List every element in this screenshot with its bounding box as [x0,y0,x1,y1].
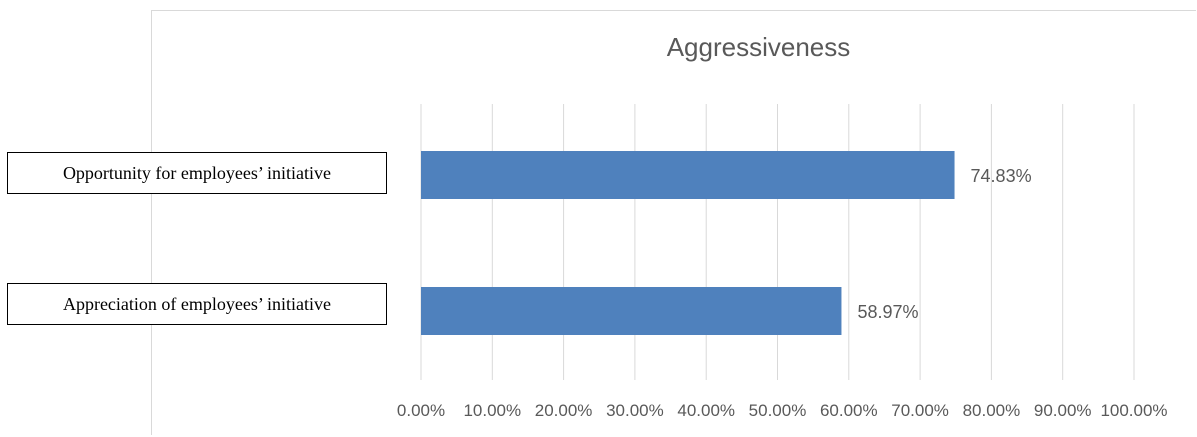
data-labels: 74.83% 58.97% [857,166,1031,322]
data-label-1: 58.97% [857,302,918,322]
chart-title: Aggressiveness [666,32,851,62]
x-tick-label: 80.00% [963,401,1021,420]
category-label-appreciation: Appreciation of employees’ initiative [7,283,387,325]
x-tick-label: 20.00% [535,401,593,420]
bar-0 [421,151,955,199]
x-tick-label: 40.00% [677,401,735,420]
bar-1 [421,287,842,335]
bars [421,151,955,335]
x-tick-label: 0.00% [397,401,445,420]
x-tick-label: 60.00% [820,401,878,420]
x-tick-label: 70.00% [891,401,949,420]
data-label-0: 74.83% [971,166,1032,186]
category-label-opportunity: Opportunity for employees’ initiative [7,152,387,194]
x-tick-label: 50.00% [749,401,807,420]
x-tick-label: 100.00% [1100,401,1167,420]
x-tick-label: 10.00% [463,401,521,420]
chart-frame [151,10,1196,435]
gridlines [420,104,1135,380]
x-tick-label: 90.00% [1034,401,1092,420]
x-tick-label: 30.00% [606,401,664,420]
x-axis-ticks: 0.00% 10.00% 20.00% 30.00% 40.00% 50.00% 60.00… [397,401,1168,420]
